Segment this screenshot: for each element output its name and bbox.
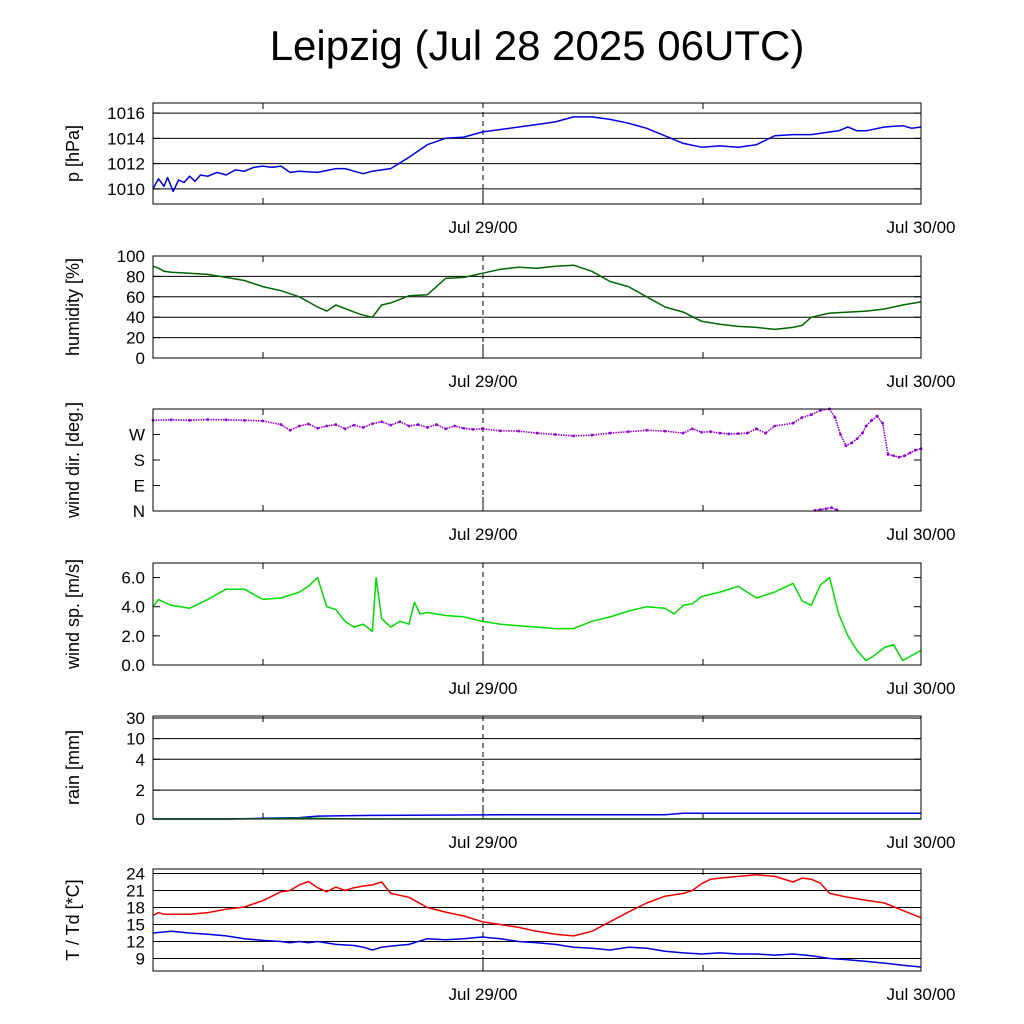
series-line-temperature-0: [152, 873, 922, 937]
y-tick-label: 18: [126, 899, 145, 918]
panel-frame: [152, 715, 922, 820]
y-axis-label: humidity [%]: [63, 258, 83, 356]
y-axis-label: wind sp. [m/s]: [63, 559, 83, 670]
x-tick-label: Jul 30/00: [887, 985, 956, 1004]
panel-frame: [152, 562, 922, 666]
x-tick-label: Jul 29/00: [449, 372, 518, 391]
x-tick-label: Jul 29/00: [449, 679, 518, 698]
y-tick-label: 1012: [107, 155, 145, 174]
series-trail: [828, 408, 922, 459]
series-trail: [814, 506, 838, 512]
series-trail: [152, 408, 830, 437]
y-tick-label: 4: [136, 750, 145, 769]
series-wind_dir-0: [151, 407, 831, 438]
series-line-wind_speed-0: [152, 576, 922, 662]
y-tick-label: 12: [126, 933, 145, 952]
y-tick-label: 0.0: [121, 656, 145, 675]
y-tick-label: 1010: [107, 180, 145, 199]
y-axis-label: rain [mm]: [63, 730, 83, 805]
x-tick-label: Jul 29/00: [449, 218, 518, 237]
panel-pressure: 1010 1012 1014 1016 Jul 29/00 Jul 30/00 p [hPa…: [63, 102, 956, 237]
x-tick-label: Jul 30/00: [887, 679, 956, 698]
y-tick-label: N: [133, 502, 145, 521]
x-tick-label: Jul 29/00: [449, 525, 518, 544]
y-axis-label: wind dir. [deg.]: [63, 402, 83, 519]
y-tick-label: 9: [136, 950, 145, 969]
y-tick-label: 80: [126, 267, 145, 286]
y-tick-label: 0: [136, 810, 145, 829]
panel-frame: [152, 868, 922, 972]
series-line-humidity-0: [152, 264, 922, 331]
y-tick-label: S: [134, 451, 145, 470]
y-tick-label: 2: [136, 781, 145, 800]
x-tick-label: Jul 29/00: [449, 833, 518, 852]
y-tick-label: 30: [126, 709, 145, 728]
y-tick-label: 4.0: [121, 598, 145, 617]
y-tick-label: 20: [126, 329, 145, 348]
panel-frame: [152, 102, 922, 205]
series-wind_dir-1: [828, 407, 923, 459]
x-tick-label: Jul 30/00: [887, 218, 956, 237]
chart-title: Leipzig (Jul 28 2025 06UTC): [269, 22, 805, 69]
y-tick-label: 10: [126, 730, 145, 749]
y-tick-label: 24: [126, 865, 145, 884]
y-tick-label: 2.0: [121, 627, 145, 646]
y-tick-label: 0: [136, 349, 145, 368]
y-tick-label: W: [129, 426, 145, 445]
series-line-temperature-1: [152, 930, 922, 968]
panel-rain: 0 2 410 30 Jul 29/00 Jul 30/00 rain [mm]: [63, 709, 956, 852]
y-tick-label: 1016: [107, 104, 145, 123]
y-tick-label: 1014: [107, 129, 145, 148]
x-tick-label: Jul 29/00: [449, 985, 518, 1004]
y-tick-label: 40: [126, 308, 145, 327]
y-axis-label: p [hPa]: [63, 125, 83, 182]
x-tick-label: Jul 30/00: [887, 372, 956, 391]
panel-frame: [152, 408, 922, 512]
y-tick-label: 100: [117, 247, 145, 266]
x-tick-label: Jul 30/00: [887, 833, 956, 852]
y-tick-label: 15: [126, 916, 145, 935]
panel-frame: [152, 255, 922, 359]
panel-wind_speed: 0.0 2.0 4.0 6.0 Jul 29/00 Jul 30/00 wind sp. […: [63, 559, 956, 698]
y-tick-label: 60: [126, 288, 145, 307]
y-tick-label: 21: [126, 882, 145, 901]
series-line-pressure-0: [152, 116, 922, 193]
y-tick-label: E: [134, 477, 145, 496]
y-tick-label: 6.0: [121, 569, 145, 588]
y-axis-label: T / Td [*C]: [63, 879, 83, 960]
x-tick-label: Jul 30/00: [887, 525, 956, 544]
